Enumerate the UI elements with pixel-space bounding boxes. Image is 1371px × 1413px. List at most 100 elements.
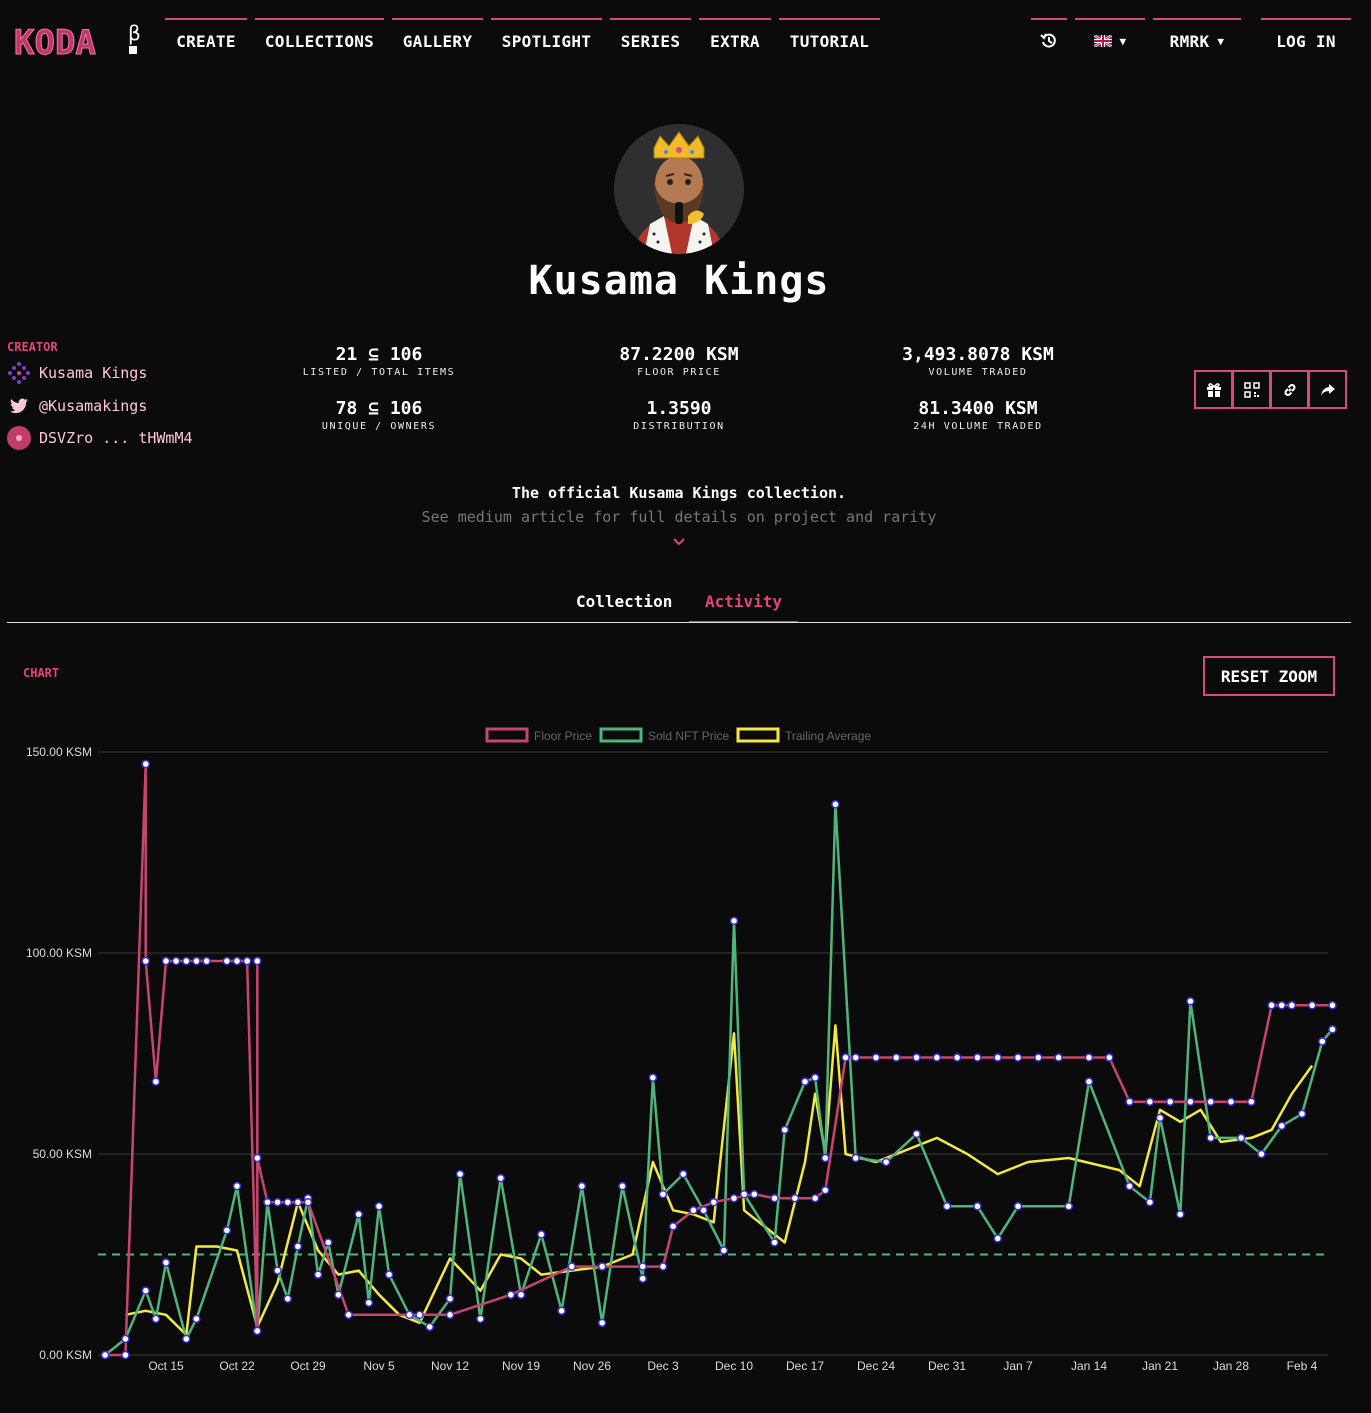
qr-code-button[interactable] (1232, 370, 1271, 409)
data-point[interactable] (841, 1053, 850, 1062)
data-point[interactable] (932, 1053, 942, 1062)
data-point[interactable] (1206, 1133, 1215, 1143)
data-point[interactable] (1054, 1053, 1063, 1062)
nav-collections[interactable]: COLLECTIONS (255, 18, 384, 62)
data-point[interactable] (871, 1053, 881, 1062)
data-point[interactable] (324, 1238, 333, 1247)
data-point[interactable] (1105, 1053, 1114, 1062)
data-point[interactable] (496, 1173, 505, 1183)
data-point[interactable] (344, 1310, 353, 1320)
data-point[interactable] (141, 956, 150, 966)
data-point[interactable] (821, 1185, 830, 1195)
data-point[interactable] (1155, 1113, 1165, 1123)
data-point[interactable] (1206, 1097, 1215, 1106)
data-point[interactable] (283, 1294, 292, 1303)
data-point[interactable] (709, 1197, 718, 1207)
data-point[interactable] (577, 1181, 587, 1191)
data-point[interactable] (222, 956, 232, 966)
nav-series[interactable]: SERIES (610, 18, 691, 62)
data-point[interactable] (597, 1262, 607, 1271)
data-point[interactable] (1034, 1053, 1043, 1062)
data-point[interactable] (1013, 1053, 1023, 1062)
data-point[interactable] (1125, 1181, 1134, 1191)
data-point[interactable] (1257, 1149, 1266, 1159)
data-point[interactable] (171, 956, 181, 966)
data-point[interactable] (993, 1053, 1002, 1062)
data-point[interactable] (790, 1193, 800, 1203)
legend-item[interactable]: Trailing Average (736, 727, 871, 743)
data-point[interactable] (618, 1181, 627, 1191)
data-point[interactable] (780, 1125, 789, 1135)
nav-gallery[interactable]: GALLERY (392, 18, 483, 62)
data-point[interactable] (1145, 1197, 1155, 1207)
share-button[interactable] (1308, 370, 1347, 409)
data-point[interactable] (750, 1189, 759, 1199)
data-point[interactable] (273, 1197, 282, 1207)
chart-legend[interactable]: Floor Price Sold NFT Price Trailing Averag… (485, 727, 871, 743)
data-point[interactable] (1013, 1202, 1023, 1211)
data-point[interactable] (334, 1290, 343, 1299)
data-point[interactable] (739, 1189, 749, 1199)
data-point[interactable] (729, 1193, 739, 1203)
data-point[interactable] (942, 1202, 952, 1211)
data-point[interactable] (800, 1077, 810, 1086)
data-point[interactable] (729, 916, 739, 926)
data-point[interactable] (912, 1129, 921, 1139)
data-point[interactable] (851, 1153, 860, 1163)
data-point[interactable] (253, 1326, 262, 1336)
data-point[interactable] (810, 1193, 820, 1203)
data-point[interactable] (202, 956, 211, 966)
data-point[interactable] (1247, 1097, 1256, 1106)
data-point[interactable] (100, 1350, 110, 1360)
data-point[interactable] (192, 956, 201, 966)
data-point[interactable] (567, 1262, 576, 1271)
creator-address-link[interactable]: DSVZro ... tHWmM4 (7, 426, 193, 450)
data-point[interactable] (161, 1258, 171, 1267)
data-point[interactable] (273, 1266, 282, 1275)
data-point[interactable] (658, 1189, 668, 1199)
copy-link-button[interactable] (1270, 370, 1309, 409)
data-point[interactable] (648, 1073, 658, 1082)
data-point[interactable] (182, 956, 191, 966)
data-point[interactable] (973, 1053, 982, 1062)
data-point[interactable] (597, 1318, 607, 1328)
data-point[interactable] (658, 1262, 668, 1271)
data-point[interactable] (161, 956, 171, 966)
data-point[interactable] (283, 1197, 292, 1207)
data-point[interactable] (1307, 1001, 1317, 1010)
data-point[interactable] (1176, 1210, 1185, 1219)
data-point[interactable] (313, 1270, 323, 1279)
data-point[interactable] (516, 1290, 526, 1299)
data-point[interactable] (557, 1306, 566, 1316)
data-point[interactable] (222, 1226, 232, 1235)
tab-collection[interactable]: Collection (560, 590, 688, 623)
data-point[interactable] (1328, 1001, 1337, 1010)
data-point[interactable] (1186, 996, 1195, 1006)
data-point[interactable] (1297, 1109, 1307, 1119)
data-point[interactable] (892, 1053, 901, 1062)
data-point[interactable] (638, 1274, 647, 1283)
koda-logo[interactable]: KODA β (14, 18, 144, 64)
data-point[interactable] (293, 1197, 303, 1207)
data-point[interactable] (679, 1169, 688, 1179)
history-button[interactable] (1031, 18, 1067, 62)
data-point[interactable] (1125, 1097, 1134, 1106)
login-button[interactable]: LOG IN (1261, 18, 1351, 62)
data-point[interactable] (770, 1238, 779, 1247)
data-point[interactable] (1267, 1001, 1276, 1010)
data-point[interactable] (1145, 1097, 1155, 1106)
chain-dropdown[interactable]: RMRK ▼ (1153, 18, 1241, 62)
data-point[interactable] (151, 1077, 161, 1086)
data-point[interactable] (425, 1322, 434, 1332)
data-point[interactable] (699, 1206, 708, 1215)
language-dropdown[interactable]: ▼ (1075, 18, 1145, 62)
data-point[interactable] (1277, 1121, 1286, 1131)
data-point[interactable] (192, 1314, 201, 1324)
expand-description-button[interactable] (671, 534, 687, 550)
data-point[interactable] (232, 1181, 242, 1191)
nav-create[interactable]: CREATE (165, 18, 247, 62)
data-point[interactable] (303, 1197, 313, 1207)
data-point[interactable] (881, 1157, 891, 1167)
data-point[interactable] (973, 1202, 982, 1211)
data-point[interactable] (232, 956, 242, 966)
